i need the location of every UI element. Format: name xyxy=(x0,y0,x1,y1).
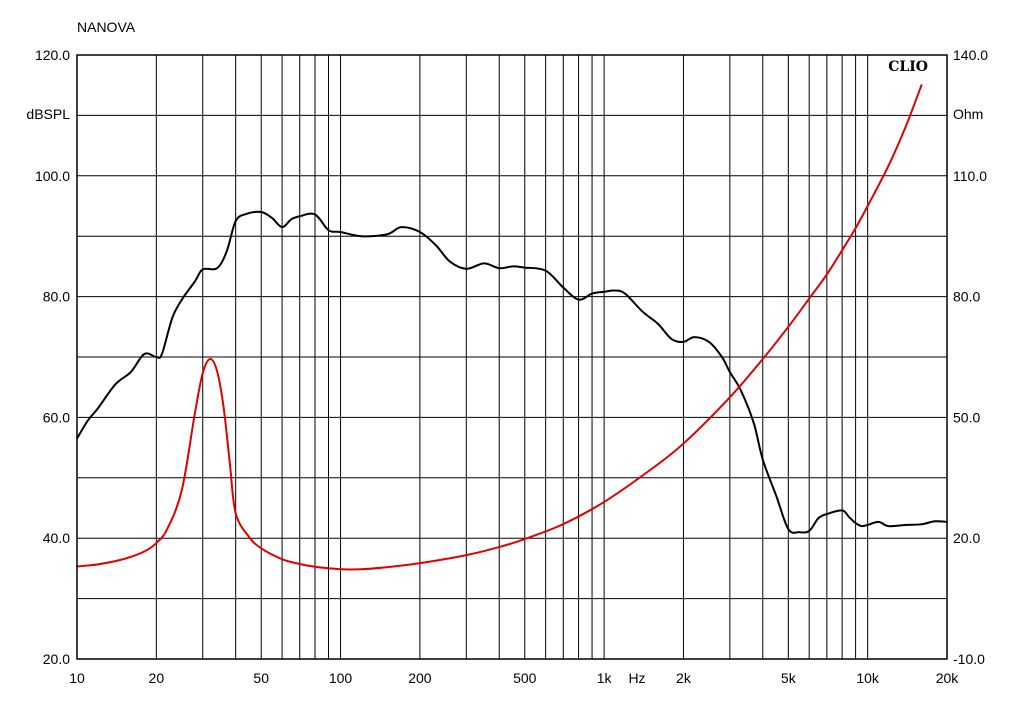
right-tick-label: 80.0 xyxy=(953,289,980,305)
right-tick-label: 20.0 xyxy=(953,530,980,546)
left-tick-label: 60.0 xyxy=(43,409,70,425)
impedance-curve xyxy=(76,84,923,571)
curves xyxy=(76,84,948,571)
x-tick-label: 100 xyxy=(329,670,353,686)
grid xyxy=(77,55,947,659)
left-tick-label: 100.0 xyxy=(35,168,70,184)
left-axis-unit: dBSPL xyxy=(26,106,70,122)
left-tick-label: 120.0 xyxy=(35,47,70,63)
right-tick-label: 110.0 xyxy=(953,168,987,184)
x-tick-label: 50 xyxy=(253,670,269,686)
right-axis-unit: Ohm xyxy=(953,106,983,122)
x-tick-label: 20 xyxy=(149,670,165,686)
clio-logo: CLIO xyxy=(888,59,928,75)
right-tick-label: 50.0 xyxy=(953,409,980,425)
left-tick-label: 80.0 xyxy=(43,289,70,305)
x-tick-label: 10 xyxy=(69,670,85,686)
chart-title: NANOVA xyxy=(77,19,136,35)
axis-labels: 10 20 50 100 200 500 1k 2k 5k 10k 20k 20.0 40.0 60.0 8… xyxy=(35,47,988,686)
x-tick-label: 2k xyxy=(676,670,692,686)
right-tick-label: 140.0 xyxy=(953,47,988,63)
left-tick-label: 20.0 xyxy=(43,651,70,667)
x-tick-label: 20k xyxy=(936,670,960,686)
x-tick-label: 5k xyxy=(781,670,797,686)
plot-frame xyxy=(76,54,948,660)
x-tick-label: 200 xyxy=(408,670,432,686)
x-axis-unit: Hz xyxy=(628,670,645,686)
x-tick-label: 500 xyxy=(513,670,537,686)
left-tick-label: 40.0 xyxy=(43,530,70,546)
x-tick-label: 1k xyxy=(597,670,613,686)
right-tick-label: -10.0 xyxy=(953,651,985,667)
x-tick-label: 10k xyxy=(856,670,880,686)
spl-curve xyxy=(76,210,948,534)
